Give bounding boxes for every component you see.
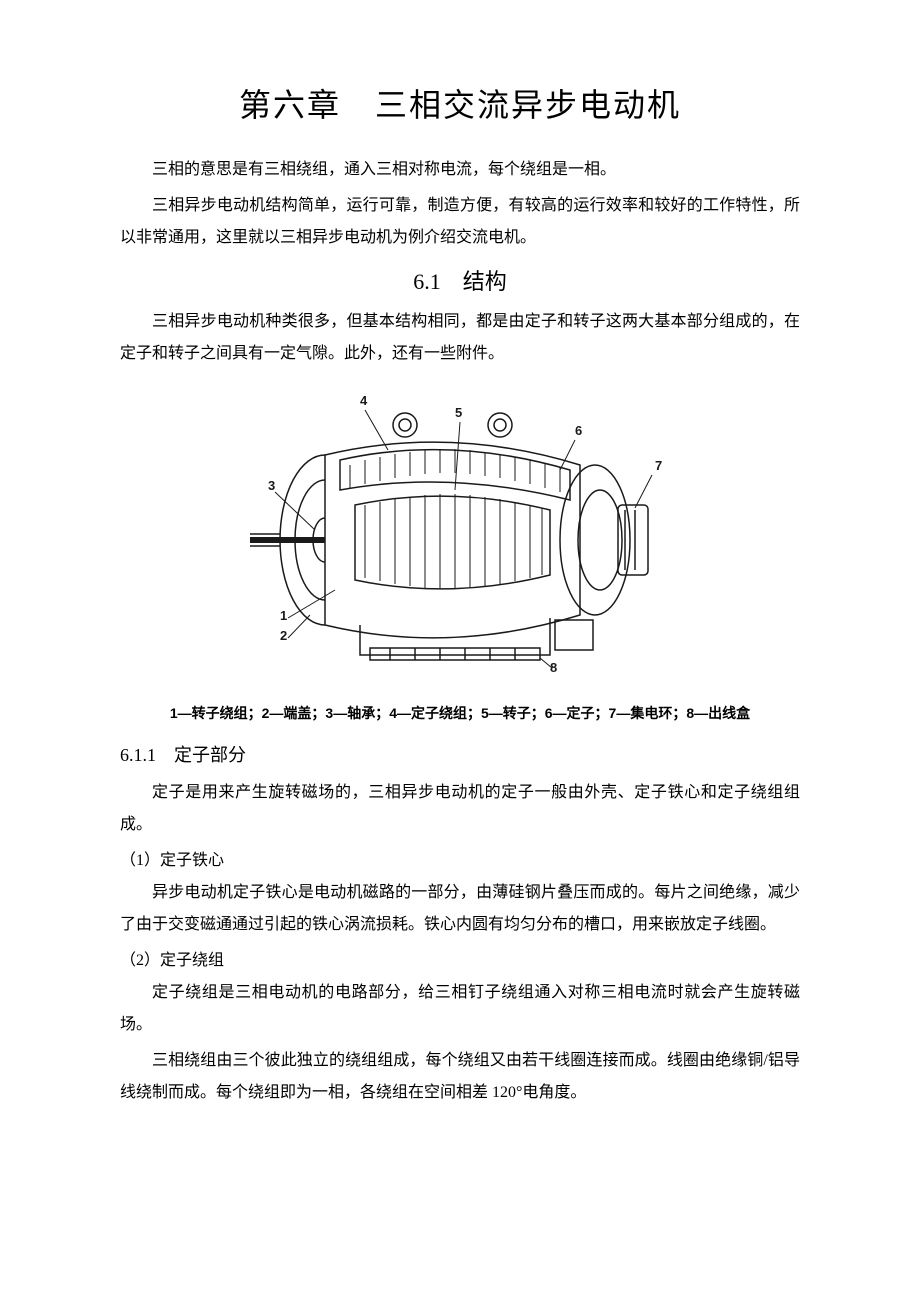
- subheading-stator-winding: （2）定子绕组: [120, 945, 800, 977]
- sub-6-1-1-para-3: 定子绕组是三相电动机的电路部分，给三相钉子绕组通入对称三相电流时就会产生旋转磁场…: [120, 977, 800, 1041]
- motor-figure: 1 2 3 4 5 6 7 8: [120, 390, 800, 695]
- subheading-stator-core: （1）定子铁心: [120, 845, 800, 877]
- sub-6-1-1-para-4: 三相绕组由三个彼此独立的绕组组成，每个绕组又由若干线圈连接而成。线圈由绝缘铜/铝…: [120, 1045, 800, 1109]
- section-6-1-title: 6.1 结构: [120, 264, 800, 296]
- section-6-1-para-1: 三相异步电动机种类很多，但基本结构相同，都是由定子和转子这两大基本部分组成的，在…: [120, 306, 800, 370]
- svg-text:5: 5: [455, 405, 462, 420]
- svg-text:8: 8: [550, 660, 557, 675]
- svg-text:1: 1: [280, 608, 287, 623]
- intro-paragraph-2: 三相异步电动机结构简单，运行可靠，制造方便，有较高的运行效率和较好的工作特性，所…: [120, 190, 800, 254]
- svg-text:3: 3: [268, 478, 275, 493]
- sub-6-1-1-para-1: 定子是用来产生旋转磁场的，三相异步电动机的定子一般由外壳、定子铁心和定子绕组组成…: [120, 777, 800, 841]
- chapter-title: 第六章 三相交流异步电动机: [120, 80, 800, 126]
- svg-text:7: 7: [655, 458, 662, 473]
- intro-paragraph-1: 三相的意思是有三相绕组，通入三相对称电流，每个绕组是一相。: [120, 154, 800, 186]
- svg-text:4: 4: [360, 393, 368, 408]
- figure-caption: 1—转子绕组；2—端盖；3—轴承；4—定子绕组；5—转子；6—定子；7—集电环；…: [120, 703, 800, 723]
- svg-text:2: 2: [280, 628, 287, 643]
- subsection-6-1-1-title: 6.1.1 定子部分: [120, 741, 800, 767]
- motor-cutaway-diagram: 1 2 3 4 5 6 7 8: [240, 390, 680, 690]
- svg-text:6: 6: [575, 423, 582, 438]
- sub-6-1-1-para-2: 异步电动机定子铁心是电动机磁路的一部分，由薄硅钢片叠压而成的。每片之间绝缘，减少…: [120, 877, 800, 941]
